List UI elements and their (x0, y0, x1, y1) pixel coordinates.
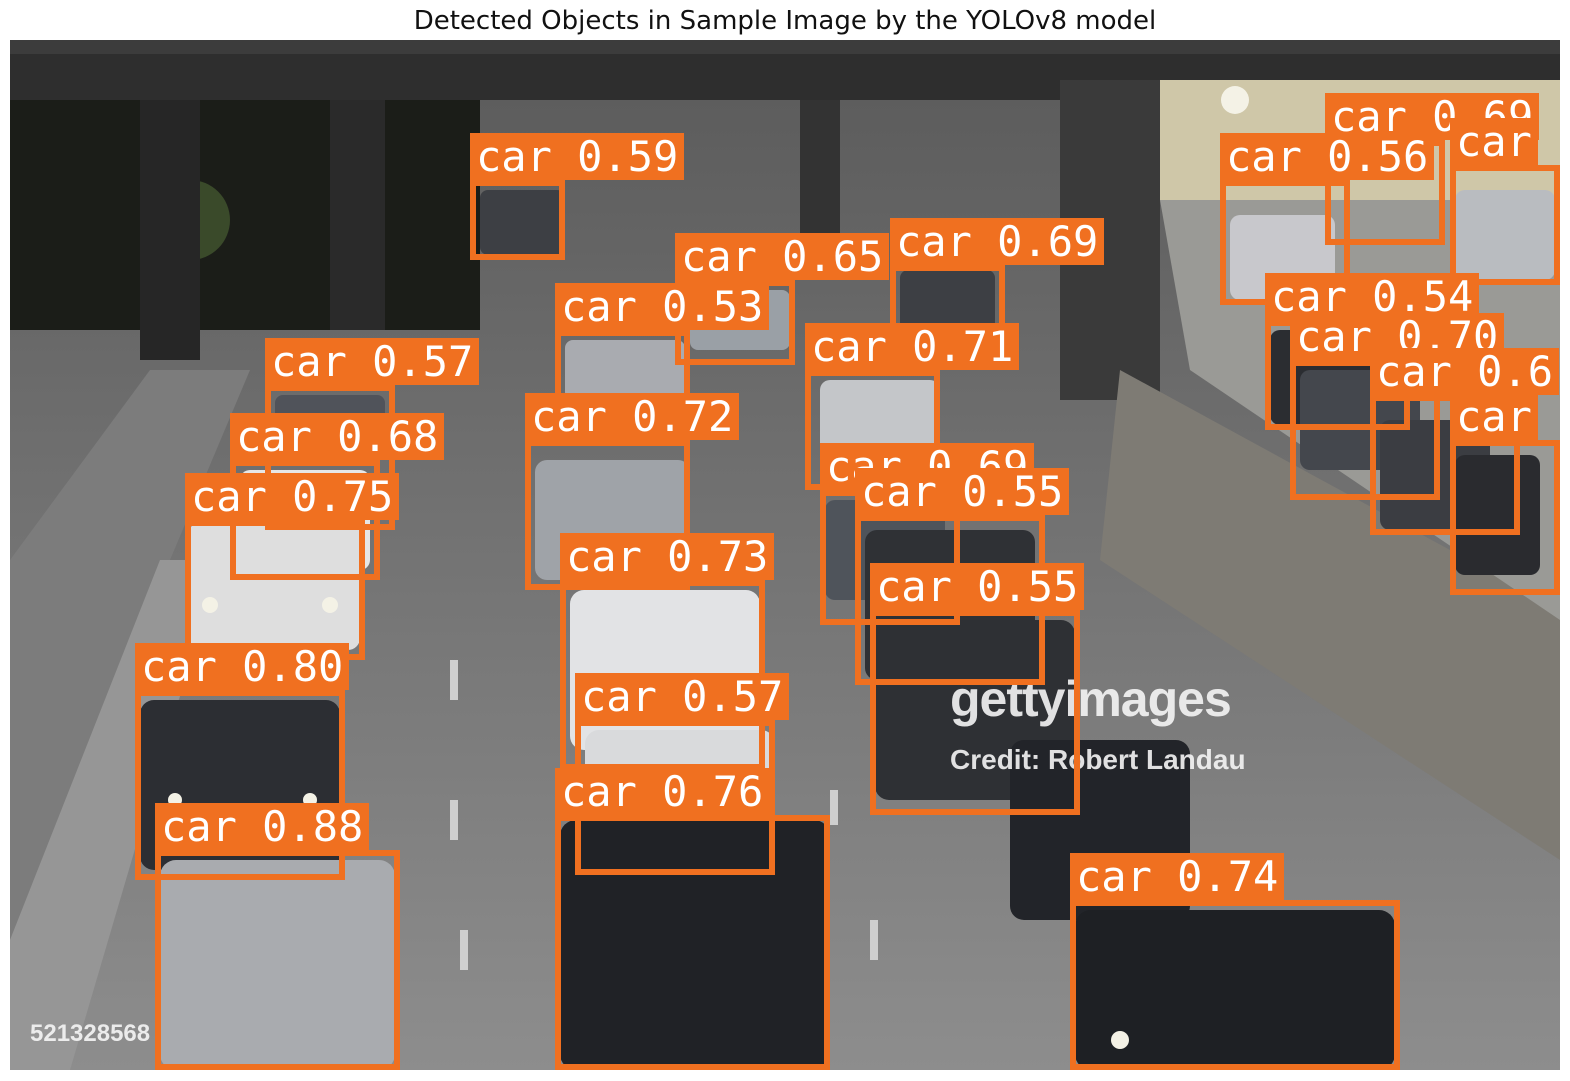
detection-label: car 0.71 (805, 323, 1020, 370)
detection-label: car 0.54 (1265, 273, 1480, 320)
detection-label: car 0.59 (470, 133, 685, 180)
detection-label: car 0.75 (185, 473, 400, 520)
detection-label: car 0.72 (525, 393, 740, 440)
detection-box (135, 690, 345, 880)
detection-label: car 0.74 (1070, 853, 1285, 900)
detection-label: car 0.57 (265, 338, 480, 385)
detection-label: car 0.57 (575, 673, 790, 720)
detection-box (1290, 360, 1440, 500)
detection-label: car 0.55 (870, 563, 1085, 610)
detection-label: car 0.80 (135, 643, 350, 690)
detection-box (155, 850, 400, 1070)
detection-box (1370, 395, 1520, 535)
detection-label: car 0.76 (555, 768, 770, 815)
detection-box (1450, 440, 1560, 595)
detection-label: car 0.73 (560, 533, 775, 580)
highway-photo: gettyimages Credit: Robert Landau 521328… (10, 40, 1560, 1070)
detection-box (555, 815, 830, 1070)
detection-label: car 0.55 (855, 468, 1070, 515)
detection-box (1450, 165, 1560, 285)
watermark-id: 521328568 (30, 1020, 151, 1047)
detection-box (870, 610, 1080, 815)
detection-box (470, 180, 565, 260)
detection-box (525, 440, 690, 590)
figure-title: Detected Objects in Sample Image by the … (413, 6, 1157, 36)
watermark-credit: Credit: Robert Landau (950, 744, 1246, 775)
detection-label: car 0.88 (155, 803, 370, 850)
detection-label: car 0.65 (675, 233, 890, 280)
detection-label: car 0.53 (555, 283, 770, 330)
detection-box (1070, 900, 1400, 1070)
detection-box (185, 520, 365, 660)
detection-label: car 0.56 (1220, 133, 1435, 180)
detection-label: car 0.6 (1370, 348, 1560, 395)
detection-label: car 0.69 (890, 218, 1105, 265)
detection-label: car (1450, 118, 1538, 165)
detection-label: car (1450, 393, 1538, 440)
detection-label: car 0.68 (230, 413, 445, 460)
